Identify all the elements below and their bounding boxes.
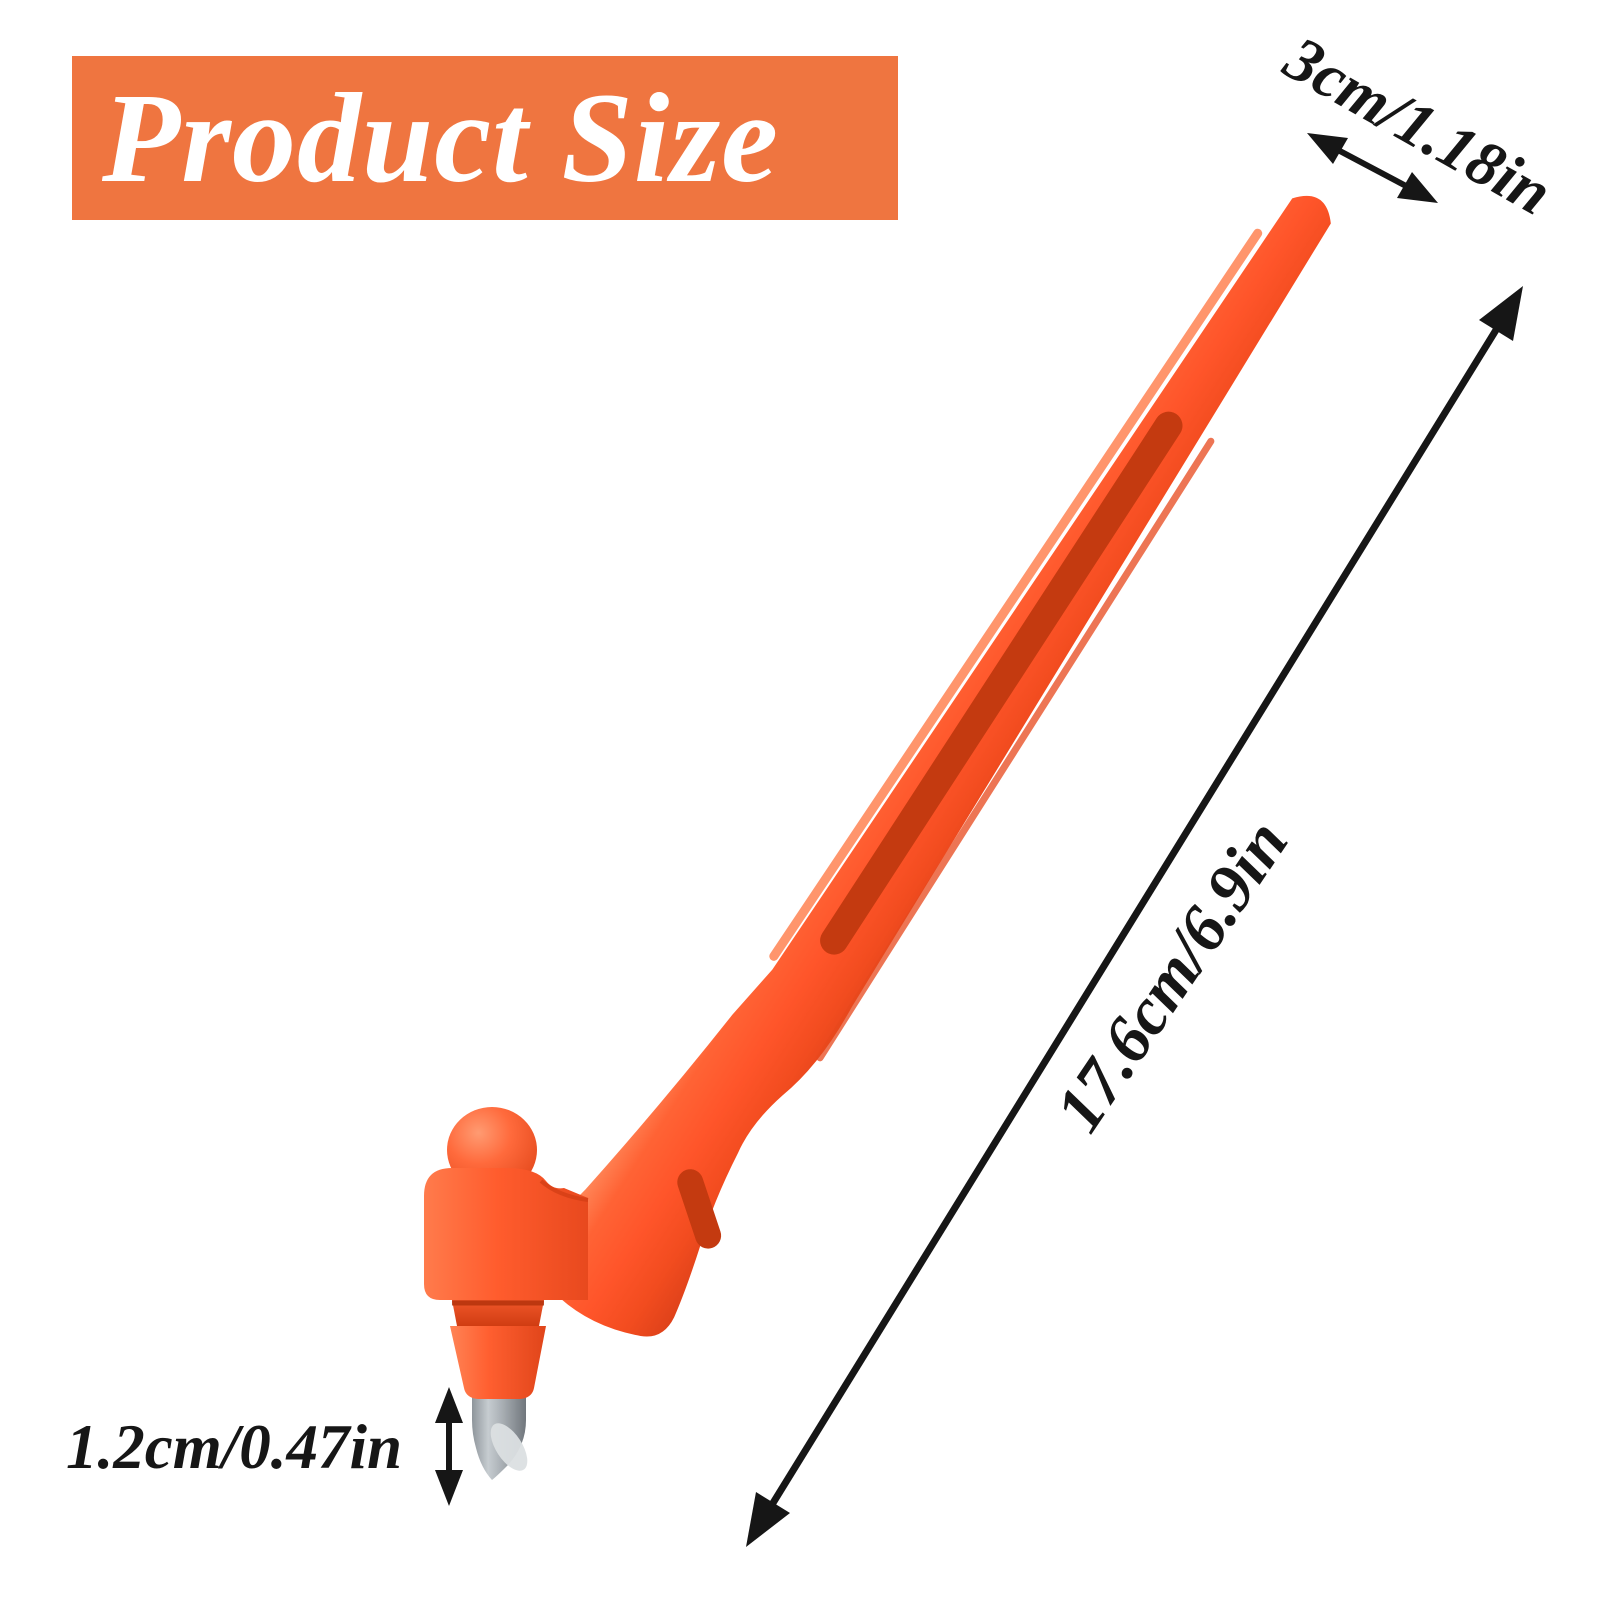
tip-width-arrowhead-left [1307, 133, 1348, 164]
total-length-arrowhead-top [1479, 286, 1523, 341]
tip-width-arrow [1307, 133, 1438, 203]
blade-length-arrowhead-bottom [435, 1470, 463, 1506]
banner: Product Size [72, 56, 898, 220]
handle-base-groove [677, 1169, 722, 1249]
handle-slot-groove [820, 411, 1183, 955]
total-length-arrow [746, 286, 1523, 1547]
tool-handle [532, 195, 1331, 1337]
handle-edge-highlight [769, 228, 1263, 961]
blade-length-arrowhead-top [435, 1387, 463, 1423]
banner-title: Product Size [102, 67, 779, 209]
tip-width-arrowhead-right [1397, 172, 1438, 203]
blade-length-label: 1.2cm/0.47in [66, 1412, 402, 1482]
blade-length-arrow [435, 1387, 463, 1506]
blade-cut-face [490, 1423, 528, 1471]
total-length-arrow-line [770, 328, 1499, 1505]
craft-cutter-illustration [424, 195, 1331, 1480]
handle-edge-shadow [816, 437, 1215, 1062]
neck-ring [452, 1300, 544, 1326]
head-saddle-crease [539, 1179, 589, 1202]
collet [450, 1326, 546, 1399]
total-length-arrowhead-bottom [746, 1492, 790, 1547]
head-block [424, 1168, 588, 1300]
tip-width-arrow-line [1336, 147, 1408, 189]
